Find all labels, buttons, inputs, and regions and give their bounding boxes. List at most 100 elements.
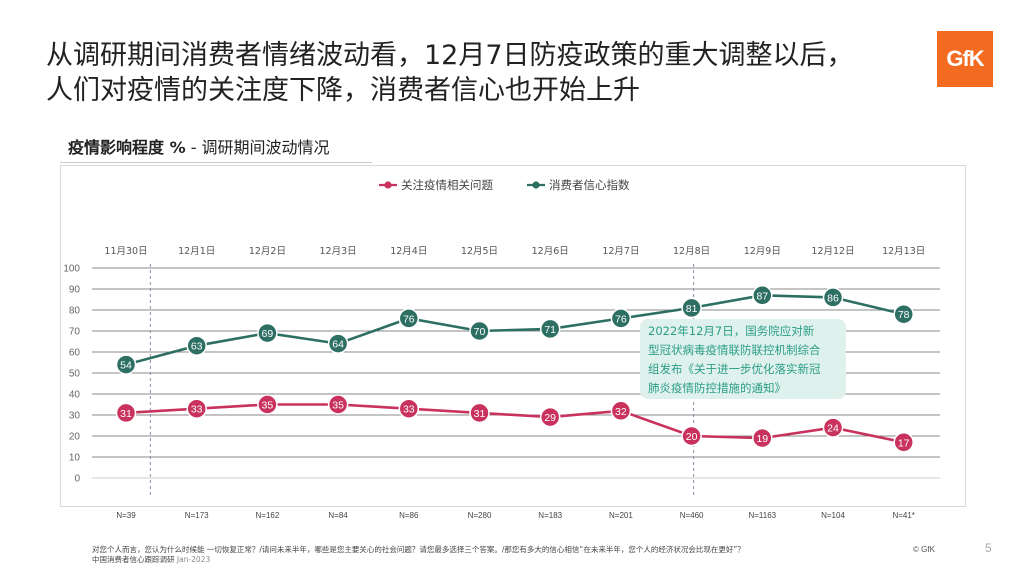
data-point — [610, 400, 632, 422]
legend-swatch-marker — [532, 181, 540, 189]
data-point — [186, 398, 207, 419]
sample-size-label: N=39 — [116, 511, 136, 520]
data-point — [257, 322, 278, 344]
data-label: 63 — [191, 341, 203, 353]
slide-title-line-1: 从调研期间消费者情绪波动看，12月7日防疫政策的重大调整以后， — [46, 40, 854, 71]
data-point — [752, 285, 773, 306]
data-point — [257, 394, 278, 415]
x-tick-label: 12月12日 — [811, 246, 854, 257]
data-point — [893, 303, 914, 325]
data-label: 86 — [827, 292, 839, 304]
data-label: 31 — [120, 408, 132, 420]
slide-title-line-2: 人们对疫情的关注度下降，消费者信心也开始上升 — [46, 75, 640, 106]
data-label: 31 — [474, 408, 486, 420]
x-tick-label: 12月13日 — [882, 246, 925, 257]
footnote-question: 对您个人而言，您认为什么时候能 一切恢复正常？/请问未来半年，哪些是您主要关心的… — [92, 545, 745, 554]
data-label: 54 — [120, 360, 132, 372]
data-point — [469, 320, 490, 342]
legend-label: 关注疫情相关问题 — [401, 178, 493, 192]
sample-size-label: N=183 — [538, 511, 562, 520]
data-point — [822, 287, 844, 308]
callout-line: 2022年12月7日，国务院应对新 — [648, 324, 815, 338]
data-point — [539, 406, 561, 428]
y-tick-label: 40 — [69, 390, 81, 401]
sample-size-label: N=280 — [468, 511, 492, 520]
sample-size-label: N=86 — [399, 511, 419, 520]
footnote-source-line: 中国消费者信心跟踪调研 Jan-2023 — [92, 555, 745, 565]
data-label: 76 — [403, 313, 415, 325]
gfk-logo: GfK — [937, 31, 993, 87]
sample-size-label: N=41* — [892, 511, 914, 520]
data-label: 24 — [827, 423, 839, 435]
callout-line: 肺炎疫情防控措施的通知》 — [648, 381, 786, 395]
data-label: 87 — [756, 290, 768, 302]
data-point — [681, 425, 702, 447]
data-label: 70 — [474, 326, 486, 338]
x-tick-label: 12月7日 — [602, 246, 639, 257]
data-point — [681, 297, 702, 319]
sample-size-label: N=201 — [609, 511, 633, 520]
data-label: 33 — [403, 404, 415, 416]
data-point — [610, 308, 632, 329]
data-label: 32 — [615, 406, 627, 418]
x-tick-label: 12月6日 — [532, 246, 569, 257]
data-label: 76 — [615, 313, 627, 325]
data-label: 81 — [686, 303, 698, 315]
x-tick-label: 11月30日 — [104, 246, 147, 257]
x-tick-label: 12月8日 — [673, 246, 710, 257]
sample-size-label: N=173 — [185, 511, 209, 520]
data-label: 29 — [544, 412, 556, 424]
y-tick-label: 30 — [69, 411, 81, 422]
data-label: 35 — [332, 400, 344, 412]
subhead-underline — [60, 162, 372, 163]
data-point — [327, 333, 349, 354]
y-tick-label: 100 — [63, 264, 80, 275]
data-label: 20 — [686, 431, 698, 443]
data-point — [469, 402, 490, 424]
data-point — [398, 308, 420, 329]
y-tick-label: 60 — [69, 348, 81, 359]
data-label: 17 — [898, 437, 910, 449]
footnote-source: 中国消费者信心跟踪调研 — [92, 555, 175, 564]
data-label: 33 — [191, 404, 203, 416]
legend-swatch-marker — [384, 181, 392, 189]
data-point — [115, 402, 137, 424]
data-point — [186, 335, 207, 356]
copyright: © GfK — [913, 545, 935, 554]
x-tick-label: 12月4日 — [390, 246, 427, 257]
sample-size-label: N=84 — [328, 511, 348, 520]
x-tick-label: 12月5日 — [461, 246, 498, 257]
x-tick-label: 12月1日 — [178, 246, 215, 257]
y-tick-label: 70 — [69, 327, 81, 338]
footnote: 对您个人而言，您认为什么时候能 一切恢复正常？/请问未来半年，哪些是您主要关心的… — [92, 545, 745, 565]
data-point — [539, 318, 561, 340]
policy-callout: 2022年12月7日，国务院应对新 型冠状病毒疫情联防联控机制综合 组发布《关于… — [640, 319, 846, 399]
data-point — [327, 394, 349, 415]
sample-size-label: N=162 — [256, 511, 280, 520]
chart-subhead: 疫情影响程度 % - 调研期间波动情况 — [68, 134, 330, 158]
data-label: 69 — [262, 328, 274, 340]
chart-subhead-bold: 疫情影响程度 % — [68, 138, 186, 157]
footnote-date: Jan-2023 — [176, 555, 211, 564]
x-tick-label: 12月9日 — [744, 246, 781, 257]
data-point — [822, 417, 844, 438]
x-tick-label: 12月2日 — [249, 246, 286, 257]
y-tick-label: 50 — [69, 369, 81, 380]
data-label: 19 — [756, 433, 768, 445]
data-point — [893, 432, 914, 453]
data-label: 35 — [262, 400, 274, 412]
data-label: 71 — [544, 324, 556, 336]
data-label: 64 — [332, 339, 344, 351]
data-label: 78 — [898, 309, 910, 321]
y-tick-label: 20 — [69, 432, 81, 443]
slide-title: 从调研期间消费者情绪波动看，12月7日防疫政策的重大调整以后， 人们对疫情的关注… — [46, 38, 926, 108]
legend-label: 消费者信心指数 — [549, 178, 630, 192]
data-point — [115, 354, 137, 375]
data-point — [752, 427, 773, 449]
callout-line: 型冠状病毒疫情联防联控机制综合 — [648, 343, 821, 357]
x-tick-label: 12月3日 — [320, 246, 357, 257]
chart-subhead-rest: - 调研期间波动情况 — [185, 138, 330, 157]
series-line — [125, 403, 904, 444]
y-tick-label: 0 — [74, 474, 80, 485]
